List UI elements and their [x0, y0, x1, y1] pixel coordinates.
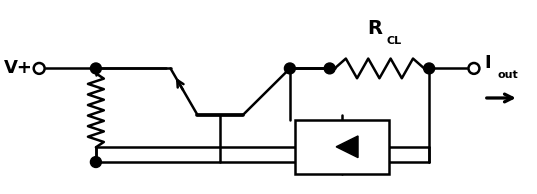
Circle shape [34, 63, 45, 74]
Text: out: out [498, 70, 519, 80]
Text: I: I [484, 55, 490, 73]
Circle shape [468, 63, 480, 74]
Text: R: R [367, 19, 382, 38]
Text: V+: V+ [4, 59, 33, 77]
Text: CL: CL [387, 36, 402, 46]
Circle shape [324, 63, 335, 74]
Circle shape [424, 63, 434, 74]
Circle shape [90, 63, 101, 74]
Circle shape [90, 157, 101, 167]
Bar [295, 120, 389, 174]
Circle shape [285, 63, 295, 74]
Polygon shape [336, 136, 358, 158]
